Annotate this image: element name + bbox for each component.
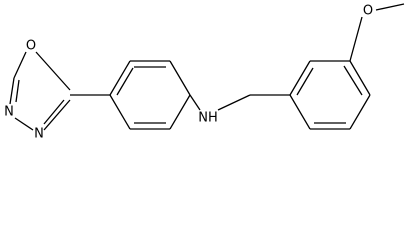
- bond: [349, 16, 363, 62]
- bond: [289, 60, 311, 96]
- bond: [116, 67, 134, 96]
- bond: [349, 94, 371, 130]
- bond: [296, 67, 314, 96]
- molecule-diagram: O N N NH O: [4, 3, 405, 142]
- atom-labels: O N N NH O: [4, 4, 373, 142]
- bond: [14, 117, 34, 131]
- bond: [9, 77, 15, 105]
- atom-label: O: [363, 4, 373, 19]
- atom-label: O: [26, 39, 36, 54]
- bond: [109, 60, 131, 96]
- bond: [217, 94, 251, 111]
- bond: [375, 3, 405, 11]
- atom-label: NH: [198, 111, 218, 126]
- bond: [343, 65, 363, 96]
- bonds: [9, 3, 405, 131]
- bond: [15, 79, 20, 103]
- bond: [169, 60, 191, 96]
- atom-label: N: [4, 105, 14, 120]
- bond: [109, 94, 131, 130]
- bond: [43, 99, 71, 131]
- bond: [35, 51, 71, 91]
- bond: [349, 60, 371, 96]
- bond: [169, 94, 191, 130]
- bond: [289, 94, 311, 130]
- bond: [13, 51, 27, 79]
- bond: [189, 94, 201, 111]
- bond: [43, 99, 65, 125]
- atom-label: N: [34, 127, 44, 142]
